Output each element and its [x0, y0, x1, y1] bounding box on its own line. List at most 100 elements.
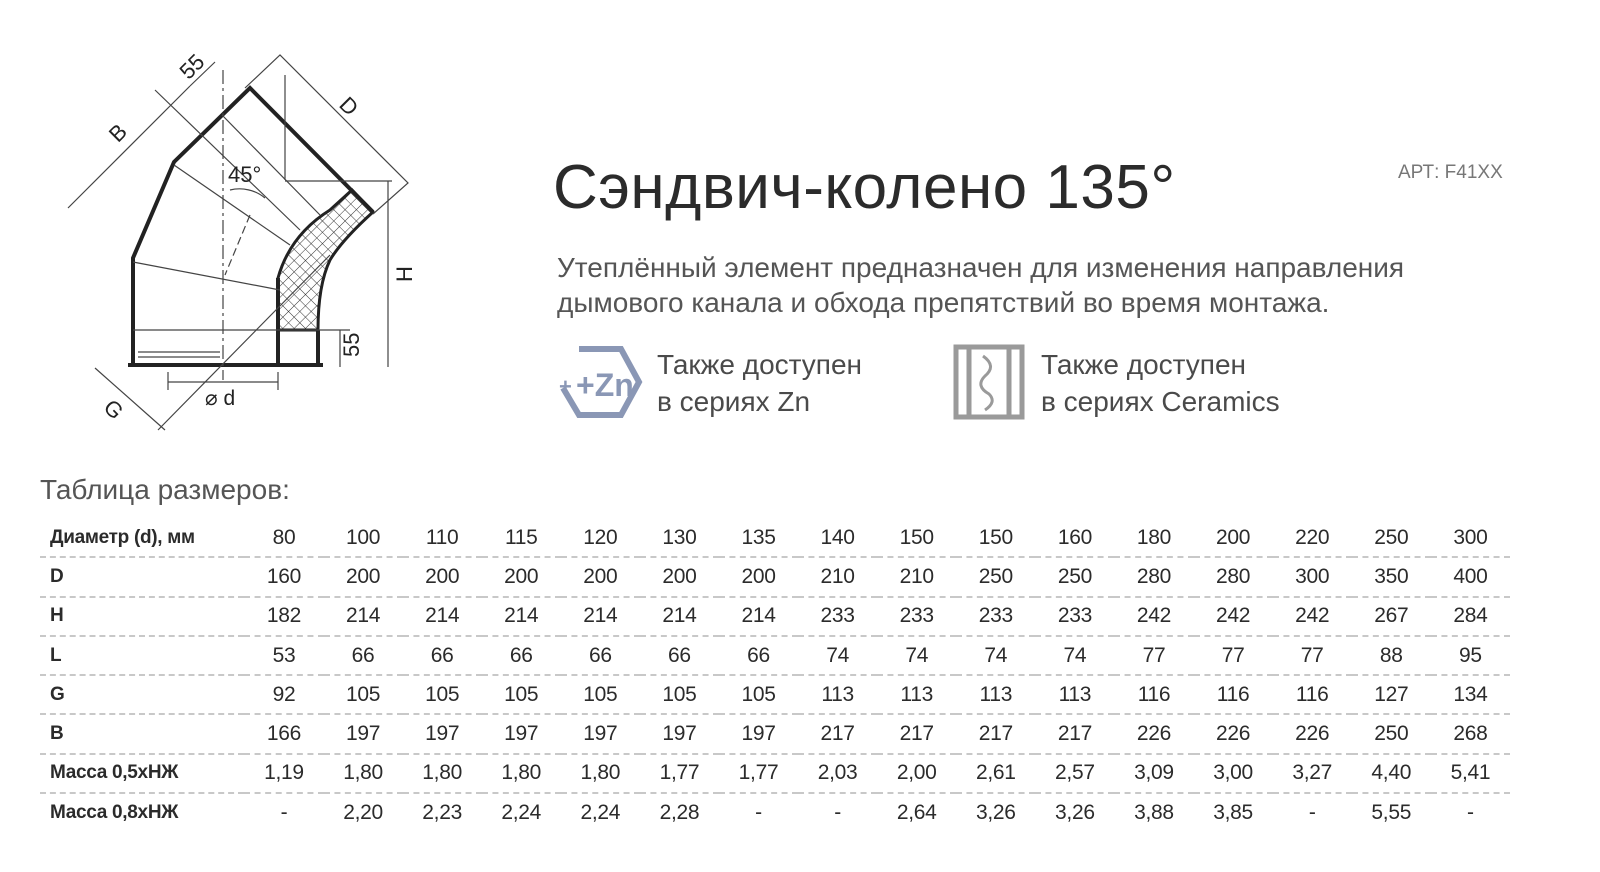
label-g: G	[99, 394, 129, 424]
table-cell: 166	[244, 714, 324, 755]
label-b: B	[104, 119, 132, 147]
table-cell: 53	[244, 635, 324, 677]
availability-zn-line1: Также доступен	[657, 349, 862, 380]
table-cell: 116	[1272, 675, 1352, 716]
table-cell: 77	[1193, 635, 1273, 677]
table-cell: 217	[798, 714, 878, 755]
table-cell: 280	[1193, 557, 1273, 598]
table-cell: 214	[481, 596, 561, 637]
table-cell: 2,20	[343, 800, 383, 824]
table-cell: 74	[877, 635, 957, 677]
row-label: L	[40, 635, 245, 677]
availability-zn: Также доступен в сериях Zn	[657, 346, 862, 420]
table-cell: 268	[1430, 714, 1510, 755]
table-cell: 214	[718, 596, 799, 637]
table-cell: 267	[1351, 596, 1431, 637]
table-cell: 180	[1114, 519, 1194, 559]
table-cell: 130	[639, 519, 719, 559]
table-cell: 120	[560, 519, 640, 559]
table-cell: 1,19	[244, 753, 324, 795]
table-cell: 134	[1430, 675, 1510, 716]
table-cell: 135	[718, 519, 799, 559]
row-label: D	[40, 557, 245, 598]
dimension-lines	[67, 54, 409, 431]
table-cell: 200	[323, 557, 403, 598]
table-cell: 2,64	[896, 800, 937, 824]
table-cell: 226	[1272, 714, 1352, 755]
table-cell: 2,61	[956, 753, 1036, 795]
table-cell: 233	[1035, 596, 1115, 637]
table-cell: 3,26	[1055, 800, 1095, 824]
table-cell: 214	[402, 596, 482, 637]
table-cell: 115	[481, 519, 561, 559]
table-cell: 88	[1351, 635, 1431, 677]
table-cell: -	[834, 800, 841, 824]
table-cell: 66	[402, 635, 482, 677]
table-cell: 113	[877, 675, 957, 716]
table-cell: 2,23	[422, 800, 462, 824]
table-cell: 300	[1272, 557, 1352, 598]
table-cell: 3,09	[1114, 753, 1194, 795]
table-cell: 160	[1035, 519, 1115, 559]
svg-text:+: +	[559, 374, 572, 399]
table-cell: 92	[244, 675, 324, 716]
table-cell: 400	[1430, 557, 1510, 598]
table-cell: 1,77	[639, 753, 719, 795]
label-top-55: 55	[174, 49, 209, 84]
table-cell: 200	[560, 557, 640, 598]
availability-zn-line2: в сериях Zn	[657, 386, 811, 417]
table-cell: 160	[244, 557, 324, 598]
table-cell: 3,26	[975, 800, 1016, 824]
label-h: H	[392, 266, 417, 282]
table-row: B 166 197 197 197 197 197 197 217 217 217 217 226 226…	[40, 714, 1510, 755]
table-cell: 197	[402, 714, 482, 755]
table-cell: 4,40	[1351, 753, 1431, 795]
table-cell: 1,80	[402, 753, 482, 795]
table-cell: 217	[1035, 714, 1115, 755]
table-cell: 226	[1193, 714, 1273, 755]
elbow-outline	[128, 85, 375, 367]
zn-hexagon-icon: + +Zn	[559, 346, 643, 418]
table-cell: 214	[560, 596, 640, 637]
table-row: Масса 0,8хНЖ - 2,20 2,23 2,24 2,24 2,28 - - 2,64 3…	[40, 793, 1510, 831]
row-label: B	[40, 714, 245, 755]
description-line-2: дымового канала и обхода препятствий во …	[557, 287, 1330, 318]
table-cell: 200	[402, 557, 482, 598]
table-cell: 250	[956, 557, 1036, 598]
table-cell: 1,80	[481, 753, 561, 795]
table-cell: 350	[1351, 557, 1431, 598]
table-cell: 1,80	[323, 753, 403, 795]
svg-text:+Zn: +Zn	[576, 367, 634, 403]
table-cell: 74	[956, 635, 1036, 677]
table-cell: 2,57	[1035, 753, 1115, 795]
row-label: Масса 0,5хНЖ	[40, 753, 245, 795]
table-cell: 105	[481, 675, 561, 716]
table-cell: 105	[639, 675, 719, 716]
table-cell: 113	[956, 675, 1036, 716]
table-cell: 3,85	[1213, 800, 1253, 824]
table-cell: 250	[1351, 519, 1431, 559]
table-cell: 77	[1272, 635, 1352, 677]
table-cell: 95	[1430, 635, 1510, 677]
table-cell: 250	[1351, 714, 1431, 755]
label-diameter: ⌀ d	[205, 387, 235, 410]
description-line-1: Утеплённый элемент предназначен для изме…	[557, 252, 1405, 283]
table-cell: 116	[1114, 675, 1194, 716]
table-cell: 233	[956, 596, 1036, 637]
table-cell: 77	[1114, 635, 1194, 677]
table-cell: 200	[639, 557, 719, 598]
table-cell: -	[1308, 800, 1316, 824]
table-row: Диаметр (d), мм 80 100 110 115 120 130 135 140 15…	[40, 519, 1510, 559]
table-cell: 5,41	[1430, 753, 1510, 795]
table-cell: 2,24	[580, 800, 621, 824]
table-cell: 1,77	[718, 753, 799, 795]
table-cell: 2,00	[877, 753, 957, 795]
availability-ceramics-line2: в сериях Ceramics	[1041, 386, 1280, 417]
table-cell: 182	[244, 596, 324, 637]
table-row: L 53 66 66 66 66 66 66 74 74 74 74 77 77 77 88 95	[40, 635, 1510, 677]
table-cell: 105	[718, 675, 799, 716]
table-cell: 66	[718, 635, 799, 677]
label-bottom-55: 55	[339, 333, 364, 357]
table-cell: 2,03	[798, 753, 878, 795]
page-title: Сэндвич-колено 135°	[553, 153, 1176, 222]
